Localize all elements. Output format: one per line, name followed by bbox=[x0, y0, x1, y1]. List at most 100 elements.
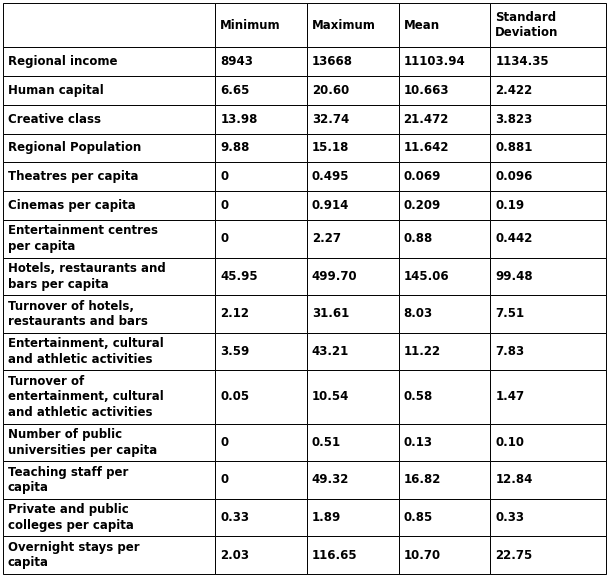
Bar bbox=[490, 333, 606, 370]
Bar bbox=[3, 537, 215, 574]
Bar bbox=[215, 370, 307, 424]
Text: 2.03: 2.03 bbox=[220, 549, 249, 561]
Bar bbox=[3, 257, 215, 295]
Bar bbox=[215, 105, 307, 134]
Bar bbox=[307, 370, 398, 424]
Text: 2.27: 2.27 bbox=[312, 232, 341, 245]
Text: 31.61: 31.61 bbox=[312, 308, 349, 320]
Bar bbox=[490, 76, 606, 105]
Text: 0.85: 0.85 bbox=[404, 511, 433, 524]
Text: Entertainment centres
per capita: Entertainment centres per capita bbox=[8, 224, 158, 253]
Text: Teaching staff per
capita: Teaching staff per capita bbox=[8, 466, 128, 494]
Text: 1134.35: 1134.35 bbox=[495, 55, 549, 68]
Bar bbox=[307, 134, 398, 162]
Text: Regional Population: Regional Population bbox=[8, 141, 141, 155]
Text: 0.209: 0.209 bbox=[404, 199, 441, 212]
Bar bbox=[490, 499, 606, 537]
Bar bbox=[215, 220, 307, 257]
Bar bbox=[3, 295, 215, 333]
Bar bbox=[398, 3, 490, 47]
Bar bbox=[215, 257, 307, 295]
Bar bbox=[490, 424, 606, 461]
Text: 7.51: 7.51 bbox=[495, 308, 524, 320]
Bar bbox=[3, 333, 215, 370]
Text: Minimum: Minimum bbox=[220, 18, 281, 32]
Text: 49.32: 49.32 bbox=[312, 474, 350, 486]
Bar bbox=[215, 76, 307, 105]
Text: 13.98: 13.98 bbox=[220, 113, 258, 126]
Text: 8.03: 8.03 bbox=[404, 308, 432, 320]
Bar bbox=[215, 47, 307, 76]
Text: 0.442: 0.442 bbox=[495, 232, 533, 245]
Bar bbox=[307, 47, 398, 76]
Bar bbox=[215, 134, 307, 162]
Text: Entertainment, cultural
and athletic activities: Entertainment, cultural and athletic act… bbox=[8, 338, 164, 366]
Text: 3.59: 3.59 bbox=[220, 345, 250, 358]
Text: 0.58: 0.58 bbox=[404, 391, 433, 403]
Bar bbox=[490, 47, 606, 76]
Text: 10.663: 10.663 bbox=[404, 84, 449, 97]
Bar bbox=[398, 76, 490, 105]
Bar bbox=[398, 220, 490, 257]
Bar bbox=[3, 3, 215, 47]
Bar bbox=[3, 105, 215, 134]
Text: 1.47: 1.47 bbox=[495, 391, 524, 403]
Bar bbox=[3, 220, 215, 257]
Bar bbox=[307, 333, 398, 370]
Text: 0.881: 0.881 bbox=[495, 141, 533, 155]
Bar bbox=[490, 191, 606, 220]
Bar bbox=[215, 461, 307, 499]
Text: 99.48: 99.48 bbox=[495, 270, 533, 283]
Text: 0.88: 0.88 bbox=[404, 232, 433, 245]
Text: Overnight stays per
capita: Overnight stays per capita bbox=[8, 541, 139, 569]
Bar bbox=[3, 76, 215, 105]
Text: Standard
Deviation: Standard Deviation bbox=[495, 11, 558, 39]
Bar bbox=[3, 134, 215, 162]
Bar bbox=[490, 220, 606, 257]
Bar bbox=[3, 47, 215, 76]
Text: 22.75: 22.75 bbox=[495, 549, 532, 561]
Bar bbox=[307, 537, 398, 574]
Text: 499.70: 499.70 bbox=[312, 270, 357, 283]
Text: 0.33: 0.33 bbox=[495, 511, 524, 524]
Bar bbox=[490, 370, 606, 424]
Text: 0.33: 0.33 bbox=[220, 511, 249, 524]
Bar bbox=[398, 333, 490, 370]
Text: 12.84: 12.84 bbox=[495, 474, 533, 486]
Text: 32.74: 32.74 bbox=[312, 113, 349, 126]
Text: 20.60: 20.60 bbox=[312, 84, 349, 97]
Bar bbox=[490, 3, 606, 47]
Text: 0.069: 0.069 bbox=[404, 170, 441, 183]
Bar bbox=[398, 370, 490, 424]
Text: 43.21: 43.21 bbox=[312, 345, 349, 358]
Text: 7.83: 7.83 bbox=[495, 345, 524, 358]
Text: Turnover of hotels,
restaurants and bars: Turnover of hotels, restaurants and bars bbox=[8, 299, 148, 328]
Bar bbox=[307, 424, 398, 461]
Text: 2.12: 2.12 bbox=[220, 308, 249, 320]
Text: Creative class: Creative class bbox=[8, 113, 101, 126]
Text: Regional income: Regional income bbox=[8, 55, 118, 68]
Text: 0.19: 0.19 bbox=[495, 199, 524, 212]
Bar bbox=[398, 257, 490, 295]
Text: Cinemas per capita: Cinemas per capita bbox=[8, 199, 136, 212]
Bar bbox=[398, 47, 490, 76]
Bar bbox=[3, 370, 215, 424]
Bar bbox=[215, 295, 307, 333]
Bar bbox=[490, 105, 606, 134]
Text: 1.89: 1.89 bbox=[312, 511, 341, 524]
Text: 21.472: 21.472 bbox=[404, 113, 449, 126]
Bar bbox=[307, 105, 398, 134]
Bar bbox=[3, 461, 215, 499]
Text: 0: 0 bbox=[220, 474, 228, 486]
Bar bbox=[398, 461, 490, 499]
Text: 145.06: 145.06 bbox=[404, 270, 449, 283]
Text: 0.10: 0.10 bbox=[495, 436, 524, 449]
Bar bbox=[307, 220, 398, 257]
Bar bbox=[3, 499, 215, 537]
Text: 45.95: 45.95 bbox=[220, 270, 258, 283]
Text: 16.82: 16.82 bbox=[404, 474, 441, 486]
Text: 0: 0 bbox=[220, 232, 228, 245]
Text: 6.65: 6.65 bbox=[220, 84, 250, 97]
Text: Private and public
colleges per capita: Private and public colleges per capita bbox=[8, 503, 134, 532]
Text: 0: 0 bbox=[220, 170, 228, 183]
